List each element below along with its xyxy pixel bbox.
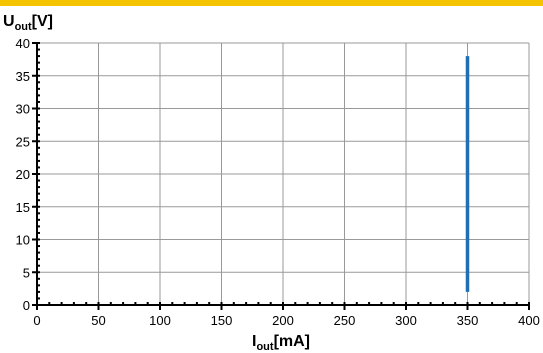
y-tick-labels: 0 5 10 15 20 25 30 35 40	[16, 36, 30, 313]
x-tick-label: 50	[91, 313, 105, 328]
y-axis-title-main: U	[3, 13, 15, 30]
y-tick-label: 30	[16, 102, 30, 117]
y-tick-label: 35	[16, 69, 30, 84]
x-tick-label: 150	[211, 313, 233, 328]
x-tick-label: 350	[457, 313, 479, 328]
x-axis-title-unit: [mA]	[274, 333, 310, 350]
x-tick-labels: 0 50 100 150 200 250 300 350 400	[33, 313, 539, 328]
y-tick-label: 40	[16, 36, 30, 51]
y-tick-label: 20	[16, 167, 30, 182]
y-tick-label: 0	[23, 298, 30, 313]
x-tick-label: 400	[518, 313, 540, 328]
y-axis-title-unit: [V]	[32, 13, 53, 30]
y-tick-label: 10	[16, 233, 30, 248]
x-tick-label: 250	[334, 313, 356, 328]
x-tick-label: 200	[272, 313, 294, 328]
top-accent-bar	[0, 0, 543, 6]
y-tick-label: 15	[16, 200, 30, 215]
axes	[32, 42, 530, 310]
grid-lines	[37, 42, 530, 305]
x-axis-title: Iout[mA]	[252, 333, 310, 353]
x-tick-label: 0	[33, 313, 40, 328]
x-tick-label: 300	[395, 313, 417, 328]
x-tick-label: 100	[149, 313, 171, 328]
y-tick-label: 25	[16, 134, 30, 149]
y-tick-label: 5	[23, 265, 30, 280]
y-axis-title: Uout[V]	[3, 13, 53, 33]
x-axis-title-main: I	[252, 333, 256, 350]
x-axis-title-sub: out	[256, 341, 273, 353]
y-axis-title-sub: out	[15, 21, 32, 33]
